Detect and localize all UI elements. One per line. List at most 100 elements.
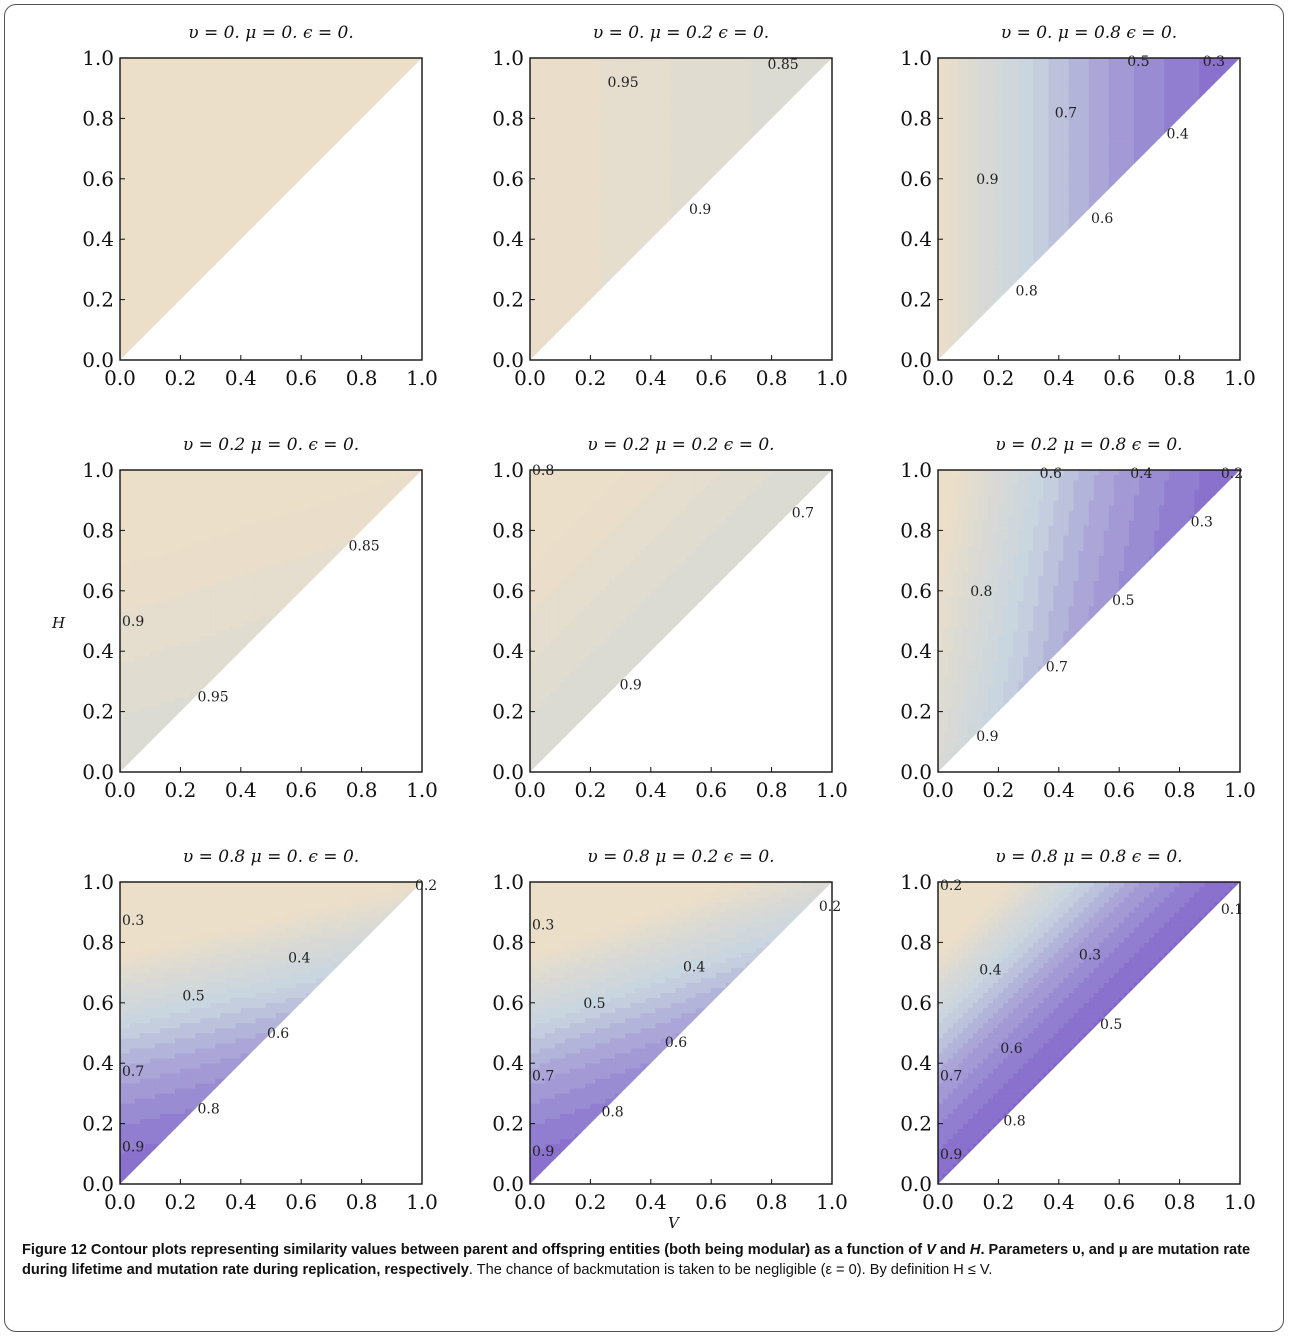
contour-label: 0.85 xyxy=(768,57,799,73)
caption-v: V xyxy=(926,1242,936,1258)
x-axis-label: V xyxy=(668,1214,681,1232)
y-tick-label: 0.6 xyxy=(900,579,932,603)
contour-fill xyxy=(120,470,422,772)
y-tick-label: 1.0 xyxy=(82,46,114,70)
y-tick-label: 0.8 xyxy=(82,106,114,130)
y-tick-label: 0.2 xyxy=(492,1112,524,1136)
contour-label: 0.8 xyxy=(601,1105,623,1121)
panel-7: υ = 0.8 μ = 0. ϵ = 0. 0.00.0 0.2 0.2 0.4 0.4 0… xyxy=(82,847,438,1214)
contour-label: 0.7 xyxy=(532,1068,554,1084)
x-tick-label: 0.2 xyxy=(982,366,1014,390)
plot-frame xyxy=(529,469,833,773)
x-tick-label: 0.8 xyxy=(346,1190,378,1214)
panel-title: υ = 0.8 μ = 0. ϵ = 0. xyxy=(183,847,359,867)
y-tick-label: 0.6 xyxy=(492,991,524,1015)
contour-fill xyxy=(530,882,832,1184)
x-tick-label: 0.2 xyxy=(164,1190,196,1214)
x-tick-label: 0.8 xyxy=(756,1190,788,1214)
x-tick-label: 0.0 xyxy=(922,366,954,390)
panel-title: υ = 0.8 μ = 0.2 ϵ = 0. xyxy=(587,847,774,867)
y-tick-label: 0.8 xyxy=(492,930,524,954)
y-tick-label: 0.0 xyxy=(82,760,114,784)
contour-label: 0.6 xyxy=(1040,466,1062,482)
contour-fill xyxy=(530,58,832,360)
x-tick-label: 0.6 xyxy=(695,366,727,390)
y-tick-label: 0.8 xyxy=(82,518,114,542)
x-tick-label: 0.0 xyxy=(104,778,136,802)
y-tick-label: 0.2 xyxy=(900,288,932,312)
y-tick-label: 0.4 xyxy=(492,1051,524,1075)
y-tick-label: 0.4 xyxy=(900,227,932,251)
x-tick-label: 1.0 xyxy=(406,366,438,390)
contour-label: 0.9 xyxy=(620,677,642,693)
x-tick-label: 0.4 xyxy=(225,366,257,390)
y-tick-label: 1.0 xyxy=(492,46,524,70)
y-tick-label: 0.8 xyxy=(900,930,932,954)
y-tick-label: 0.8 xyxy=(492,518,524,542)
x-tick-label: 0.4 xyxy=(225,1190,257,1214)
x-tick-label: 0.6 xyxy=(285,366,317,390)
x-tick-label: 0.2 xyxy=(574,366,606,390)
y-tick-label: 0.6 xyxy=(82,167,114,191)
contour-label: 0.6 xyxy=(267,1026,289,1042)
x-tick-label: 1.0 xyxy=(816,366,848,390)
panel-title: υ = 0. μ = 0.2 ϵ = 0. xyxy=(593,23,769,43)
contour-label: 0.3 xyxy=(1079,947,1101,963)
plot-frame xyxy=(937,881,1241,1185)
panel-1: υ = 0. μ = 0. ϵ = 0. 0.00.0 0.2 0.2 0.4 0.4 0.… xyxy=(82,23,438,390)
contour-fill xyxy=(120,58,422,360)
panel-4: υ = 0.2 μ = 0. ϵ = 0. 0.00.0 0.2 0.2 0.4 0.4 0… xyxy=(82,435,438,802)
panel-title: υ = 0.2 μ = 0. ϵ = 0. xyxy=(183,435,359,455)
contour-label: 0.4 xyxy=(1130,466,1152,482)
x-tick-label: 0.0 xyxy=(514,366,546,390)
caption-h: H xyxy=(970,1242,981,1258)
plot-frame xyxy=(119,881,423,1185)
contour-label: 0.9 xyxy=(532,1144,554,1160)
contour-label: 0.7 xyxy=(792,505,814,521)
panel-8: υ = 0.8 μ = 0.2 ϵ = 0. 0.00.0 0.2 0.2 0.4 0.4… xyxy=(492,847,848,1214)
caption-plain-text: . The chance of backmutation is taken to… xyxy=(469,1262,993,1278)
contour-label: 0.7 xyxy=(940,1068,962,1084)
y-tick-label: 0.8 xyxy=(900,106,932,130)
x-tick-label: 0.6 xyxy=(1103,366,1135,390)
y-tick-label: 0.0 xyxy=(900,348,932,372)
x-tick-label: 0.6 xyxy=(695,1190,727,1214)
x-tick-label: 1.0 xyxy=(1224,778,1256,802)
y-tick-label: 0.6 xyxy=(900,991,932,1015)
x-tick-label: 0.4 xyxy=(635,366,667,390)
x-tick-label: 0.4 xyxy=(635,778,667,802)
contour-fill xyxy=(938,58,1240,360)
x-tick-label: 0.6 xyxy=(695,778,727,802)
panel-title: υ = 0.2 μ = 0.8 ϵ = 0. xyxy=(995,435,1182,455)
y-tick-label: 0.8 xyxy=(900,518,932,542)
y-tick-label: 1.0 xyxy=(900,46,932,70)
plot-frame xyxy=(529,881,833,1185)
x-tick-label: 0.8 xyxy=(1164,778,1196,802)
x-tick-label: 1.0 xyxy=(1224,1190,1256,1214)
y-tick-label: 0.8 xyxy=(492,106,524,130)
contour-label: 0.2 xyxy=(415,878,437,894)
x-tick-label: 0.8 xyxy=(346,778,378,802)
contour-label: 0.9 xyxy=(940,1147,962,1163)
contour-label: 0.7 xyxy=(1046,659,1068,675)
y-tick-label: 1.0 xyxy=(900,458,932,482)
contour-label: 0.5 xyxy=(1127,54,1149,70)
y-tick-label: 0.2 xyxy=(492,288,524,312)
contour-label: 0.8 xyxy=(1016,284,1038,300)
contour-label: 0.3 xyxy=(122,913,144,929)
y-tick-label: 0.0 xyxy=(82,348,114,372)
x-tick-label: 0.2 xyxy=(164,778,196,802)
x-tick-label: 0.0 xyxy=(922,1190,954,1214)
x-tick-label: 0.2 xyxy=(982,1190,1014,1214)
x-tick-label: 0.6 xyxy=(1103,778,1135,802)
y-tick-label: 0.2 xyxy=(900,700,932,724)
y-tick-label: 0.6 xyxy=(82,991,114,1015)
contour-label: 0.95 xyxy=(198,690,229,706)
x-tick-label: 0.0 xyxy=(514,778,546,802)
contour-label: 0.6 xyxy=(1000,1041,1022,1057)
x-tick-label: 1.0 xyxy=(406,1190,438,1214)
x-tick-label: 0.2 xyxy=(574,778,606,802)
contour-label: 0.4 xyxy=(288,951,310,967)
contour-label: 0.3 xyxy=(1203,54,1225,70)
y-tick-label: 1.0 xyxy=(492,870,524,894)
